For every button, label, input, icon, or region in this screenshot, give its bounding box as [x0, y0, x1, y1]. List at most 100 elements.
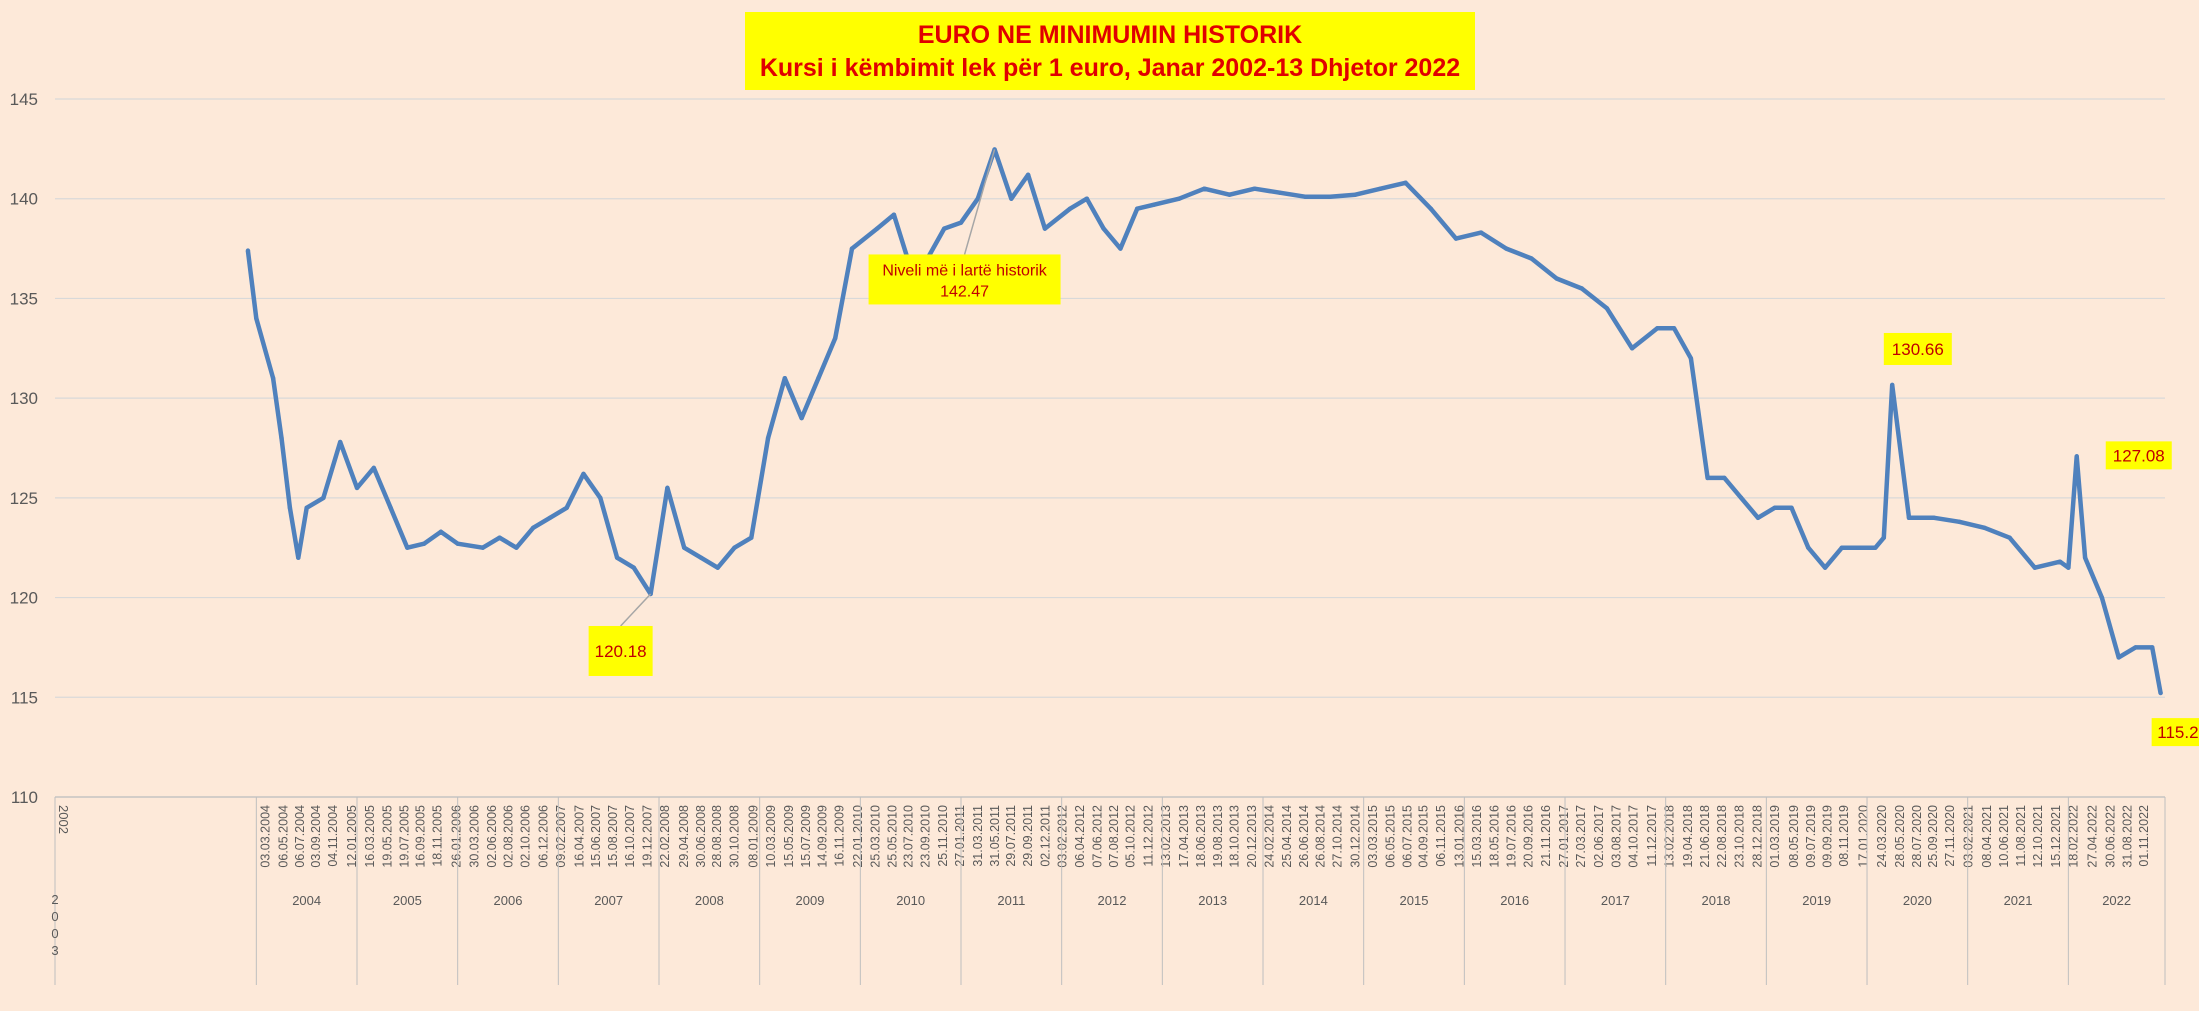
x-tick-label: 03.03.2015 — [1366, 805, 1380, 868]
data-point — [270, 376, 276, 381]
y-tick-label: 135 — [10, 289, 38, 308]
data-point — [816, 376, 821, 381]
x-tick-label: 18.10.2013 — [1228, 805, 1242, 868]
x-tick-label: 07.06.2012 — [1090, 805, 1104, 868]
x-tick-label: 06.07.2004 — [293, 805, 307, 868]
x-tick-label: 26.08.2014 — [1314, 805, 1328, 868]
year-group-label: 2005 — [393, 893, 422, 908]
x-tick-label: 15.05.2009 — [782, 805, 796, 868]
data-point — [321, 495, 326, 501]
data-point — [681, 545, 687, 550]
data-point — [1629, 346, 1635, 351]
x-tick-label: 25.11.2010 — [936, 805, 950, 867]
x-tick-label: 31.03.2011 — [971, 805, 985, 867]
data-point — [942, 226, 947, 231]
x-tick-label: 13.02.2013 — [1159, 805, 1173, 868]
data-point — [1478, 230, 1484, 235]
x-tick-label: 28.05.2020 — [1893, 805, 1907, 868]
annotation-value: 130.66 — [1892, 340, 1944, 359]
x-tick-label: 30.06.2022 — [2103, 805, 2117, 868]
year-group-label-char: 0 — [51, 909, 58, 924]
data-point — [782, 376, 788, 381]
data-point — [2099, 595, 2105, 600]
x-tick-label: 10.03.2009 — [764, 805, 778, 868]
annotation-leader — [963, 149, 996, 255]
data-point — [1009, 196, 1014, 201]
data-point — [1353, 192, 1358, 197]
data-point — [1604, 306, 1610, 311]
year-group-label: 2011 — [997, 893, 1025, 908]
x-tick-label: 22.02.2008 — [658, 805, 672, 868]
x-tick-label: 16.09.2005 — [413, 805, 427, 868]
y-tick-label: 125 — [10, 489, 38, 508]
x-tick-label: 04.09.2015 — [1417, 805, 1431, 868]
x-tick-label: 19.05.2005 — [381, 805, 395, 868]
x-tick-label: 03.02.2021 — [1962, 805, 1976, 868]
data-point — [1856, 545, 1861, 550]
x-tick-label: 27.04.2022 — [2086, 805, 2100, 868]
data-point — [1839, 545, 1845, 550]
x-tick-label: 18.06.2013 — [1194, 805, 1208, 868]
x-tick-label: 18.11.2005 — [431, 805, 445, 867]
data-point — [530, 525, 536, 530]
data-point — [405, 545, 410, 550]
data-point — [958, 220, 964, 225]
x-tick-label: 23.07.2010 — [902, 805, 916, 868]
x-tick-label: 03.08.2017 — [1609, 805, 1623, 868]
data-point — [1931, 515, 1937, 520]
x-tick-label: 29.09.2011 — [1021, 805, 1035, 867]
x-tick-label: 01.11.2022 — [2137, 805, 2151, 867]
x-tick-label: 14.09.2009 — [815, 805, 829, 868]
year-group-label: 2015 — [1400, 893, 1429, 908]
data-point — [1755, 515, 1761, 520]
x-tick-label: 27.10.2014 — [1331, 805, 1345, 868]
x-tick-label: 02.12.2011 — [1039, 805, 1053, 867]
data-point — [338, 439, 343, 445]
x-tick-label: 25.03.2010 — [869, 805, 883, 868]
data-point — [1428, 206, 1433, 211]
data-point — [1655, 326, 1660, 331]
x-tick-label: 21.11.2016 — [1539, 805, 1553, 867]
data-point — [1453, 236, 1459, 241]
x-tick-label: 18.02.2022 — [2066, 805, 2080, 868]
data-point — [1873, 545, 1878, 550]
data-point — [765, 435, 771, 441]
data-point — [245, 248, 251, 253]
year-group-label: 2018 — [1702, 893, 1731, 908]
data-point — [2032, 565, 2038, 570]
chart-subtitle: Kursi i këmbimit lek për 1 euro, Janar 2… — [759, 54, 1461, 82]
data-point — [1378, 186, 1383, 191]
x-tick-label: 17.04.2013 — [1177, 805, 1191, 868]
x-tick-label: 02.10.2006 — [518, 805, 532, 868]
x-tick-label: 24.03.2020 — [1875, 805, 1889, 868]
data-point — [2133, 645, 2138, 650]
x-tick-label: 15.08.2007 — [606, 805, 620, 868]
x-tick-label: 04.11.2004 — [326, 805, 340, 867]
x-tick-label: 15.07.2009 — [799, 805, 813, 868]
data-point — [2150, 645, 2155, 650]
annotation-value: 120.18 — [595, 642, 647, 661]
chart-title-box: EURO NE MINIMUMIN HISTORIK Kursi i këmbi… — [745, 12, 1475, 90]
data-point — [2066, 565, 2071, 570]
x-tick-label: 15.06.2007 — [589, 805, 603, 868]
data-point — [2074, 454, 2079, 459]
year-group-label: 2006 — [494, 893, 523, 908]
x-tick-label: 30.12.2014 — [1348, 805, 1362, 868]
year-group-label-char: 2 — [51, 892, 58, 907]
x-tick-label: 02.08.2006 — [502, 805, 516, 868]
x-tick-label: 11.12.2017 — [1645, 805, 1659, 867]
x-tick-label: 29.07.2011 — [1004, 805, 1018, 867]
x-tick-label: 27.01.2017 — [1557, 805, 1571, 868]
year-group-label: 2012 — [1098, 893, 1127, 908]
data-point — [1134, 206, 1140, 211]
data-point — [514, 545, 519, 550]
x-tick-label: 12.01.2005 — [345, 805, 359, 868]
data-point — [1504, 246, 1509, 251]
data-point — [497, 535, 502, 540]
x-tick-label: 15.03.2016 — [1470, 805, 1484, 868]
x-tick-label: 03.09.2004 — [309, 805, 323, 868]
data-point — [1025, 172, 1031, 177]
year-group-label-char: 0 — [51, 926, 58, 941]
x-tick-label: 15.12.2021 — [2049, 805, 2063, 868]
data-point — [1151, 202, 1157, 207]
